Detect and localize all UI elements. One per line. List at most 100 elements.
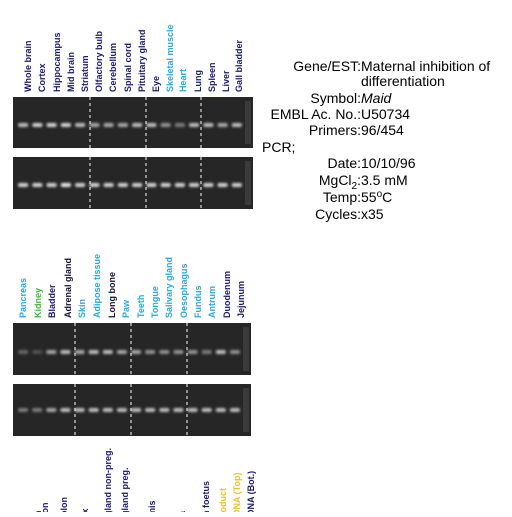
band bbox=[174, 123, 185, 127]
band bbox=[174, 183, 185, 187]
band bbox=[132, 123, 143, 127]
info-label: EMBL Ac. No.: bbox=[270, 106, 361, 122]
band bbox=[217, 123, 228, 127]
band bbox=[46, 183, 57, 187]
info-label: MgCl2: bbox=[319, 172, 361, 192]
lane-label: Duodenum bbox=[222, 271, 232, 318]
band bbox=[74, 408, 85, 412]
lane-label: Adipose tissue bbox=[92, 254, 102, 318]
band bbox=[116, 350, 127, 354]
lane-label: mis bbox=[147, 500, 157, 512]
lane-label: Liver bbox=[221, 70, 231, 92]
band bbox=[103, 183, 114, 187]
lane-label: Kidney bbox=[33, 288, 43, 318]
band bbox=[160, 123, 171, 127]
info-label: Gene/EST: bbox=[293, 58, 361, 74]
band bbox=[215, 408, 226, 412]
band bbox=[203, 123, 214, 127]
label-part: MgCl bbox=[319, 172, 352, 188]
band bbox=[46, 408, 57, 412]
band bbox=[18, 123, 29, 127]
band bbox=[60, 408, 71, 412]
gel-image bbox=[13, 323, 251, 375]
band bbox=[75, 123, 86, 127]
info-label: Temp: bbox=[323, 189, 361, 205]
band bbox=[60, 123, 71, 127]
lane-label: Paw bbox=[121, 299, 131, 318]
band bbox=[60, 183, 71, 187]
band bbox=[116, 408, 127, 412]
lane-label: Teeth bbox=[136, 295, 146, 318]
band bbox=[203, 183, 214, 187]
band bbox=[145, 350, 156, 354]
band bbox=[132, 183, 143, 187]
band bbox=[32, 350, 43, 354]
subscript: 2 bbox=[352, 181, 358, 192]
lane-label: n foetus bbox=[201, 481, 211, 512]
band bbox=[117, 183, 128, 187]
band bbox=[231, 183, 242, 187]
band bbox=[217, 183, 228, 187]
band bbox=[189, 123, 200, 127]
lane-label: Cerebellum bbox=[108, 43, 118, 92]
lane-label: roduct bbox=[218, 488, 228, 512]
band bbox=[201, 408, 212, 412]
band bbox=[159, 408, 170, 412]
band bbox=[187, 408, 198, 412]
info-value: differentiation bbox=[361, 73, 445, 89]
band bbox=[229, 350, 240, 354]
band bbox=[32, 183, 43, 187]
band bbox=[160, 183, 171, 187]
band bbox=[131, 350, 142, 354]
lane-label: Olfactory bulb bbox=[94, 30, 104, 92]
band bbox=[146, 183, 157, 187]
ladder bbox=[245, 161, 251, 205]
band bbox=[32, 408, 43, 412]
info-label: Date: bbox=[328, 155, 361, 171]
lane-label: Jejunum bbox=[236, 281, 246, 318]
value-part: 55 bbox=[361, 189, 377, 205]
lane-label: gland preg. bbox=[120, 467, 130, 512]
band bbox=[102, 408, 113, 412]
band bbox=[75, 183, 86, 187]
lane-label: Fundus bbox=[193, 286, 203, 319]
info-label: Primers: bbox=[309, 122, 361, 138]
band bbox=[89, 123, 100, 127]
band bbox=[146, 123, 157, 127]
lane-label: Spleen bbox=[207, 62, 217, 92]
band bbox=[229, 408, 240, 412]
info-value: 96/454 bbox=[361, 122, 404, 138]
lane-label: Adrenal gland bbox=[63, 258, 73, 318]
lane-label: Bladder bbox=[47, 284, 57, 318]
band bbox=[189, 183, 200, 187]
value-part: C bbox=[382, 189, 392, 205]
info-value: Maternal inhibition of bbox=[361, 58, 490, 74]
band bbox=[18, 350, 29, 354]
lane-label: Pituitary gland bbox=[137, 29, 147, 92]
band bbox=[102, 350, 113, 354]
lane-label: DNA (Bot.) bbox=[246, 471, 256, 512]
band bbox=[131, 408, 142, 412]
band bbox=[74, 350, 85, 354]
band bbox=[201, 350, 212, 354]
band bbox=[173, 350, 184, 354]
lane-label: Skeletal muscle bbox=[165, 24, 175, 92]
band bbox=[18, 183, 29, 187]
band bbox=[215, 350, 226, 354]
band bbox=[46, 350, 57, 354]
ladder bbox=[243, 388, 249, 432]
info-value: 55oC bbox=[361, 189, 392, 205]
lane-label: Cortex bbox=[37, 63, 47, 92]
lane-label: Gall bladder bbox=[234, 39, 244, 92]
band bbox=[89, 183, 100, 187]
lane-label: lon bbox=[40, 503, 50, 513]
ladder bbox=[243, 327, 249, 371]
band bbox=[117, 123, 128, 127]
band bbox=[103, 123, 114, 127]
superscript: o bbox=[377, 189, 383, 200]
info-value: x35 bbox=[361, 206, 384, 222]
band bbox=[187, 350, 198, 354]
lane-label: Striatum bbox=[80, 55, 90, 92]
